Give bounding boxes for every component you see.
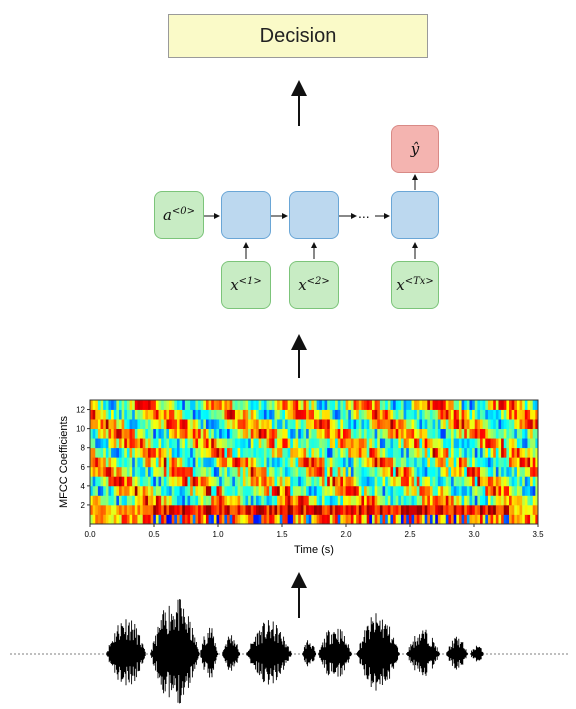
waveform-svg xyxy=(10,599,570,704)
arrow-up-icon xyxy=(291,80,307,126)
x2-node: x<2> xyxy=(289,261,339,309)
rnn-cell-2 xyxy=(289,191,339,239)
x-tick-label: 2.5 xyxy=(404,530,416,539)
x-tick-label: 3.5 xyxy=(532,530,544,539)
x1-node: x<1> xyxy=(221,261,271,309)
decision-label: Decision xyxy=(259,24,337,47)
y-tick-label: 8 xyxy=(81,444,86,453)
y-tick-label: 6 xyxy=(81,463,86,472)
ellipsis: ... xyxy=(358,205,370,221)
mfcc-heatmap: 0.0 0.5 1.0 1.5 2.0 2.5 3.0 3.5 2 4 6 8 10 12 Time (s)… xyxy=(56,392,556,562)
y-hat-node: ŷ xyxy=(391,125,439,173)
y-axis-label: MFCC Coefficients xyxy=(58,415,70,508)
xT-node: x<Tx> xyxy=(391,261,439,309)
xT-label: x<Tx> xyxy=(396,276,434,294)
x-tick-label: 3.0 xyxy=(468,530,480,539)
x-axis-label: Time (s) xyxy=(294,544,334,556)
mfcc-chart-svg: 0.0 0.5 1.0 1.5 2.0 2.5 3.0 3.5 2 4 6 8 10 12 Time (s)… xyxy=(58,399,544,556)
y-tick-label: 2 xyxy=(81,501,86,510)
rnn-connectors xyxy=(203,174,418,259)
arrow-up-icon xyxy=(291,334,307,378)
y-tick-label: 4 xyxy=(81,482,86,491)
x-tick-label: 1.5 xyxy=(276,530,288,539)
x2-label: x<2> xyxy=(298,276,330,294)
a0-label: a<0> xyxy=(162,206,196,224)
arrow-up-icon xyxy=(291,572,307,618)
x-tick-label: 2.0 xyxy=(340,530,352,539)
x-tick-label: 0.5 xyxy=(148,530,160,539)
x-tick-label: 1.0 xyxy=(212,530,224,539)
y-tick-label: 12 xyxy=(76,406,85,415)
waveform-signal xyxy=(106,599,485,704)
y-hat-label: ŷ xyxy=(410,140,420,158)
x-tick-label: 0.0 xyxy=(84,530,96,539)
x1-label: x<1> xyxy=(230,276,262,294)
y-tick-label: 10 xyxy=(76,425,85,434)
heatmap-cells xyxy=(90,400,539,525)
audio-waveform xyxy=(0,590,576,704)
rnn-cell-1 xyxy=(221,191,271,239)
rnn-cell-t xyxy=(391,191,439,239)
decision-box: Decision xyxy=(168,14,428,58)
plot-frame xyxy=(89,399,539,525)
a0-node: a<0> xyxy=(154,191,204,239)
